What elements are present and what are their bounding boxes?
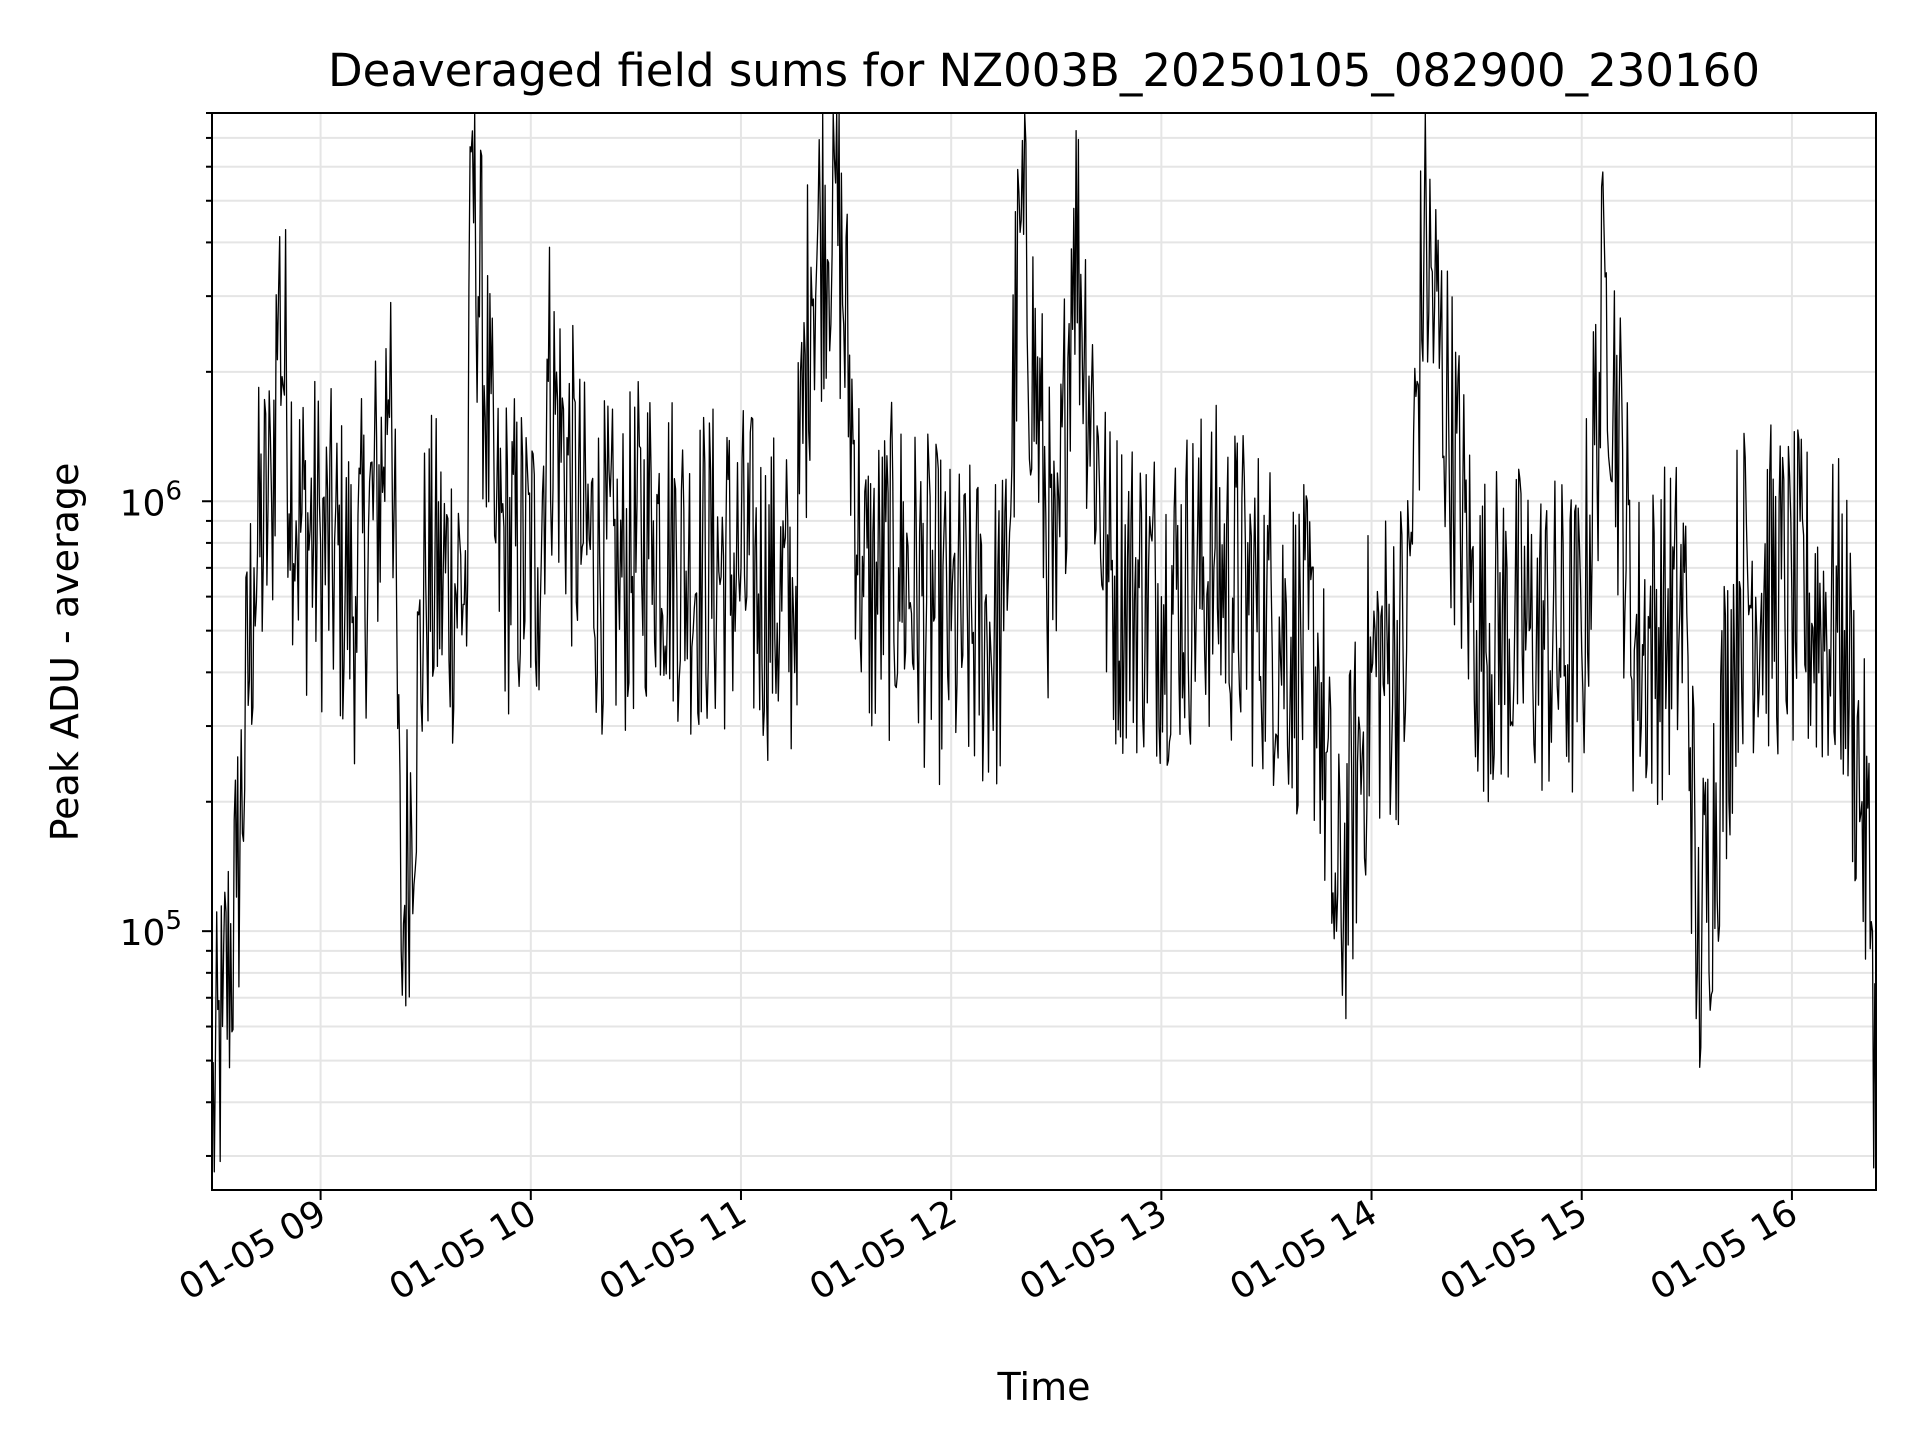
x-tick-label: 01-05 09 xyxy=(172,1192,333,1308)
x-axis-label: Time xyxy=(997,1365,1091,1409)
plot-frame xyxy=(211,112,1877,1191)
y-tick-label: 106 xyxy=(120,476,182,524)
x-tick-label: 01-05 11 xyxy=(593,1192,754,1308)
x-tick-label: 01-05 16 xyxy=(1644,1192,1805,1308)
x-tick-label: 01-05 12 xyxy=(803,1192,964,1308)
x-tick-label: 01-05 15 xyxy=(1434,1192,1595,1308)
series-line xyxy=(211,112,1877,1173)
chart-title: Deaveraged field sums for NZ003B_2025010… xyxy=(328,44,1760,97)
y-tick-label: 105 xyxy=(120,906,182,954)
grid-lines xyxy=(212,112,1876,1190)
x-tick-label: 01-05 14 xyxy=(1223,1192,1384,1308)
x-tick-label: 01-05 13 xyxy=(1013,1192,1174,1308)
y-axis-label: Peak ADU - average xyxy=(43,463,87,842)
x-tick-label: 01-05 10 xyxy=(383,1192,544,1308)
